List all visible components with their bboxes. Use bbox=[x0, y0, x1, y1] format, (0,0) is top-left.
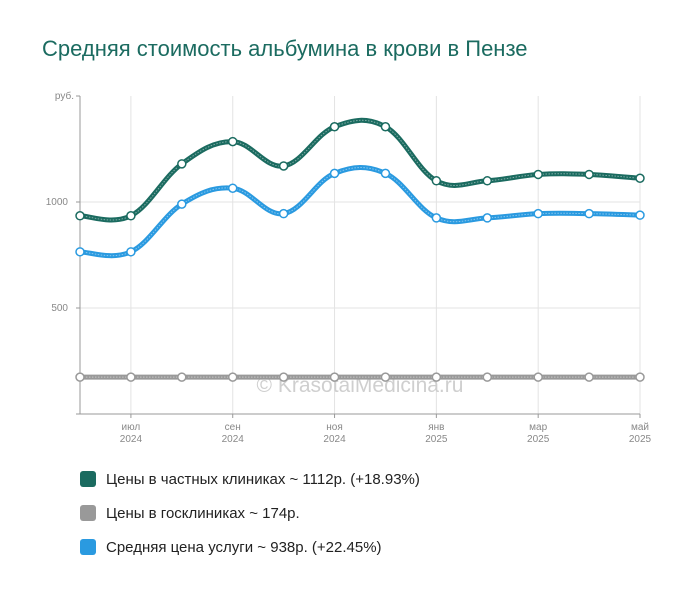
data-point bbox=[177, 199, 187, 209]
data-point bbox=[431, 176, 442, 186]
tick-labels: 5001000июл2024сен2024ноя2024янв2025мар20… bbox=[46, 90, 652, 445]
data-point bbox=[227, 372, 238, 382]
data-point bbox=[482, 372, 493, 382]
x-tick-label: мар bbox=[529, 422, 547, 433]
series-line-texture bbox=[79, 119, 641, 221]
x-tick-label-year: 2024 bbox=[222, 434, 245, 445]
y-tick-label: 500 bbox=[51, 303, 68, 314]
data-point bbox=[380, 168, 391, 179]
data-point bbox=[380, 121, 391, 132]
y-unit-label: руб. bbox=[55, 90, 74, 102]
legend-label: Цены в госклиниках ~ 174р. bbox=[106, 504, 300, 522]
axes bbox=[76, 95, 641, 418]
legend-label: Цены в частных клиниках ~ 1112р. (+18.93… bbox=[106, 470, 420, 488]
data-point bbox=[635, 372, 645, 382]
data-point bbox=[584, 372, 594, 382]
series-layer bbox=[75, 117, 645, 382]
data-point bbox=[533, 169, 543, 180]
x-tick-label: май bbox=[631, 422, 649, 433]
data-point bbox=[278, 161, 289, 171]
x-tick-label-year: 2025 bbox=[629, 434, 652, 445]
data-point bbox=[278, 208, 289, 219]
data-point bbox=[584, 208, 594, 219]
data-point bbox=[635, 173, 645, 184]
x-tick-label: янв bbox=[428, 422, 444, 433]
series-line-texture bbox=[79, 167, 641, 257]
x-tick-label-year: 2024 bbox=[120, 434, 143, 445]
x-tick-label-year: 2025 bbox=[527, 434, 550, 445]
y-tick-label: 1000 bbox=[46, 197, 69, 208]
data-point bbox=[482, 176, 493, 186]
data-point bbox=[126, 247, 136, 257]
chart-title: Средняя стоимость альбумина в крови в Пе… bbox=[42, 36, 528, 61]
data-point bbox=[533, 372, 543, 382]
data-point bbox=[227, 183, 238, 193]
grid bbox=[80, 96, 641, 414]
legend-item-public[interactable]: Цены в госклиниках ~ 174р. bbox=[80, 496, 420, 530]
data-point bbox=[635, 210, 645, 220]
watermark: © KrasotaiMedicina.ru bbox=[257, 374, 464, 397]
x-tick-label-year: 2025 bbox=[425, 434, 448, 445]
series-2 bbox=[75, 165, 645, 259]
data-point bbox=[278, 372, 289, 382]
data-point bbox=[177, 159, 187, 169]
data-point bbox=[126, 372, 136, 382]
x-tick-label-year: 2024 bbox=[323, 434, 346, 445]
data-point bbox=[227, 136, 238, 147]
data-point bbox=[431, 372, 442, 382]
data-point bbox=[584, 169, 594, 180]
data-point bbox=[329, 121, 340, 132]
series-0 bbox=[75, 117, 645, 223]
data-point bbox=[75, 211, 85, 221]
legend-item-private[interactable]: Цены в частных клиниках ~ 1112р. (+18.93… bbox=[80, 462, 420, 496]
data-point bbox=[329, 372, 340, 382]
legend-swatch bbox=[80, 505, 96, 521]
data-point bbox=[533, 208, 543, 219]
series-line bbox=[77, 117, 643, 223]
data-point bbox=[75, 247, 85, 257]
data-point bbox=[431, 213, 442, 223]
legend-item-average[interactable]: Средняя цена услуги ~ 938р. (+22.45%) bbox=[80, 530, 420, 564]
legend-label: Средняя цена услуги ~ 938р. (+22.45%) bbox=[106, 538, 382, 556]
data-point bbox=[177, 372, 187, 382]
data-point bbox=[75, 372, 85, 382]
legend-swatch bbox=[80, 471, 96, 487]
data-point bbox=[329, 168, 340, 179]
x-tick-label: июл bbox=[122, 422, 141, 433]
series-1 bbox=[75, 372, 645, 382]
legend: Цены в частных клиниках ~ 1112р. (+18.93… bbox=[80, 462, 420, 564]
data-point bbox=[380, 372, 391, 382]
x-tick-label: сен bbox=[225, 422, 241, 433]
data-point bbox=[126, 211, 136, 221]
data-point bbox=[482, 213, 493, 223]
x-tick-label: ноя bbox=[326, 422, 343, 433]
legend-swatch bbox=[80, 539, 96, 555]
